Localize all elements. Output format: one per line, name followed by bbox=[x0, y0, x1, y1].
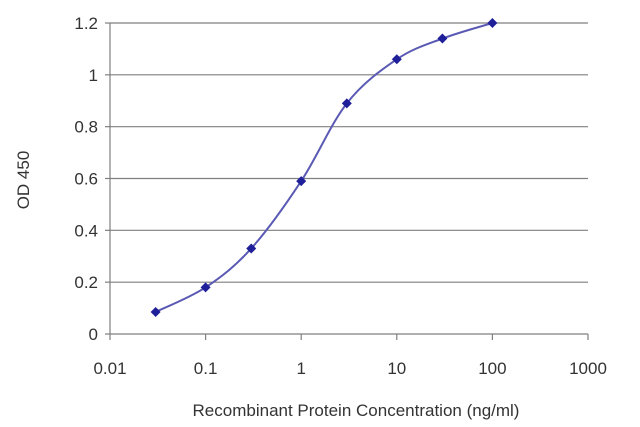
data-point-7 bbox=[487, 18, 498, 28]
data-point-0 bbox=[150, 306, 161, 317]
y-tick-label: 0.2 bbox=[74, 273, 98, 292]
x-tick-label: 1 bbox=[296, 359, 305, 378]
y-tick-label: 0.6 bbox=[74, 170, 98, 189]
data-point-6 bbox=[437, 33, 448, 44]
data-point-4 bbox=[341, 98, 352, 109]
data-point-3 bbox=[296, 176, 307, 187]
gridlines bbox=[110, 22, 588, 283]
y-tick-label: 0 bbox=[89, 325, 98, 344]
x-axis-title: Recombinant Protein Concentration (ng/ml… bbox=[193, 401, 520, 420]
y-tick-label: 0.8 bbox=[74, 118, 98, 137]
series bbox=[150, 18, 498, 317]
y-tick-label: 1.2 bbox=[74, 14, 98, 33]
data-point-2 bbox=[246, 243, 257, 254]
data-point-1 bbox=[200, 282, 211, 293]
x-tick-label: 10 bbox=[387, 359, 406, 378]
y-tick-label: 1 bbox=[89, 66, 98, 85]
x-tick-label: 100 bbox=[478, 359, 506, 378]
series-line-0 bbox=[155, 22, 493, 313]
data-point-5 bbox=[391, 54, 402, 65]
y-axis-title: OD 450 bbox=[14, 151, 33, 210]
x-tick-label: 0.01 bbox=[93, 359, 126, 378]
x-tick-label: 1000 bbox=[569, 359, 607, 378]
tick-labels: 0 0.2 0.4 0.6 0.8 1 1.2 0.01 0.1 1 10 100 1000 bbox=[74, 14, 607, 378]
axes bbox=[105, 22, 589, 340]
y-tick-label: 0.4 bbox=[74, 221, 98, 240]
x-tick-label: 0.1 bbox=[194, 359, 218, 378]
